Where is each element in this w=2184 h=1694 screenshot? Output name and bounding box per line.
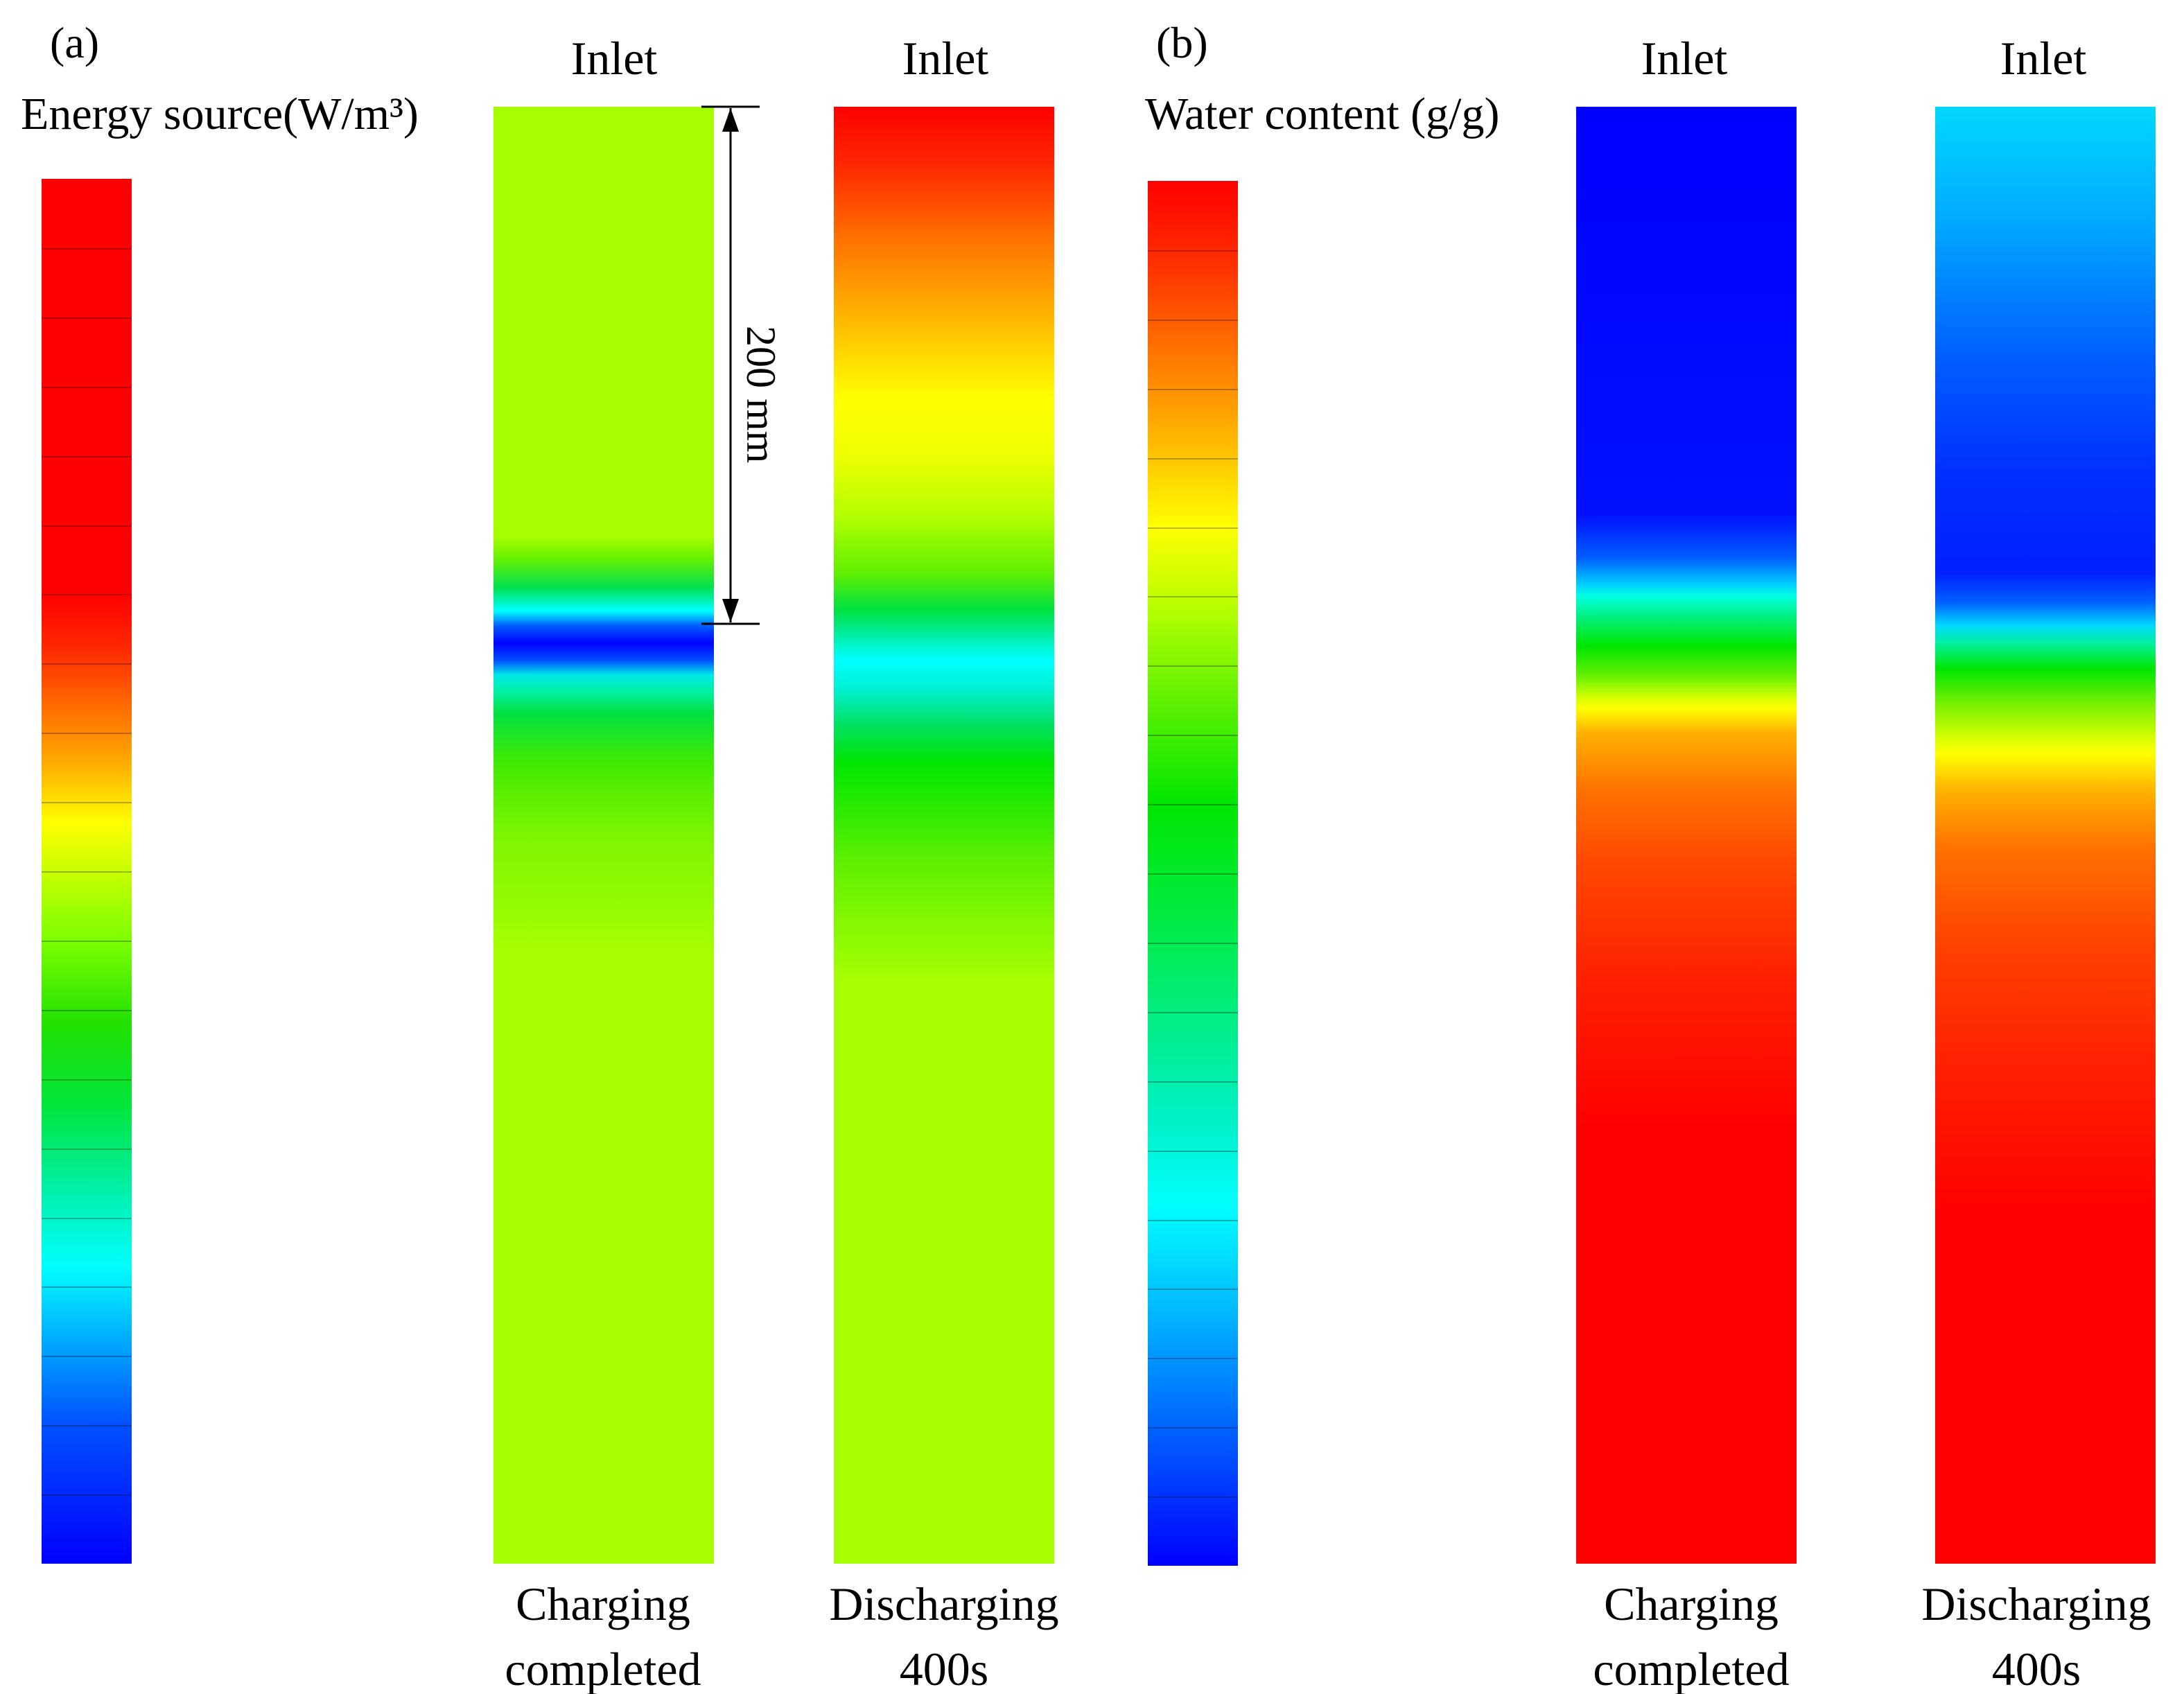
- panel-b-col2-head: Inlet: [2000, 32, 2087, 85]
- panel-a-color-legend: [42, 179, 132, 1564]
- panel-b-col1-head: Inlet: [1641, 32, 1728, 85]
- panel-b-color-legend: [1148, 181, 1238, 1566]
- panel-b-tick-line: [1148, 942, 1238, 944]
- panel-b-tick-line: [1148, 1289, 1238, 1291]
- panel-b-tick-line: [1148, 527, 1238, 529]
- panel-a-tick-line: [42, 525, 132, 527]
- panel-a-tick-line: [42, 1079, 132, 1081]
- panel-b-tick-line: [1148, 1011, 1238, 1013]
- panel-b-charging-completed-contour: [1576, 107, 1797, 1564]
- panel-a-tick-line: [42, 1494, 132, 1496]
- panel-b-col2-foot-line2: 400s: [1991, 1642, 2081, 1694]
- panel-b-tick-line: [1148, 873, 1238, 875]
- panel-a-col2-head: Inlet: [902, 32, 989, 85]
- panel-a-tick-line: [42, 1148, 132, 1150]
- panel-a-col2-foot: Discharging 400s: [829, 1572, 1058, 1694]
- panel-b-tick-line: [1148, 1150, 1238, 1152]
- panel-b-discharging-400s-contour: [1935, 107, 2156, 1564]
- panel-a-col1-foot-line1: Charging: [516, 1578, 690, 1630]
- panel-b-col1-foot: Charging completed: [1593, 1572, 1789, 1694]
- panel-a-tick-line: [42, 802, 132, 804]
- panel-b-tick-line: [1148, 596, 1238, 598]
- panel-a-tick-line: [42, 386, 132, 388]
- panel-a-tick-line: [42, 1356, 132, 1358]
- panel-a-tick-line: [42, 871, 132, 873]
- panel-b-col2-foot: Discharging 400s: [1921, 1572, 2151, 1694]
- panel-a-tick-line: [42, 247, 132, 250]
- panel-a-tick-line: [42, 455, 132, 457]
- panel-a-label: (a): [50, 18, 100, 67]
- panel-b-col2-foot-line1: Discharging: [1921, 1578, 2151, 1630]
- panel-b-label: (b): [1156, 18, 1208, 67]
- panel-b-tick-line: [1148, 1427, 1238, 1429]
- panel-a-tick-line: [42, 733, 132, 735]
- panel-a-tick-line: [42, 1286, 132, 1289]
- panel-b-tick-line: [1148, 1219, 1238, 1221]
- panel-b-tick-line: [1148, 457, 1238, 460]
- panel-a-tick-line: [42, 940, 132, 942]
- panel-a-col1-foot-line2: completed: [505, 1642, 701, 1694]
- panel-b-col1-foot-line2: completed: [1593, 1642, 1790, 1694]
- dimension-label: 200 mm: [738, 326, 784, 464]
- panel-b-tick-line: [1148, 735, 1238, 737]
- panel-a-tick-line: [42, 1425, 132, 1427]
- panel-a-charging-completed-contour: [493, 107, 714, 1564]
- panel-b-tick-line: [1148, 665, 1238, 667]
- panel-b-tick-line: [1148, 1081, 1238, 1083]
- panel-a-col2-foot-line2: 400s: [899, 1642, 989, 1694]
- panel-a-legend-title: Energy source(W/m³): [21, 89, 419, 139]
- panel-b-legend-title: Water content (g/g): [1145, 89, 1500, 139]
- panel-b-tick-line: [1148, 388, 1238, 390]
- panel-a-tick-line: [42, 317, 132, 319]
- panel-b-col1-foot-line1: Charging: [1604, 1578, 1779, 1630]
- panel-a-col1-head: Inlet: [570, 32, 658, 85]
- panel-b-tick-line: [1148, 804, 1238, 806]
- panel-a-tick-line: [42, 663, 132, 665]
- panel-b-tick-line: [1148, 1496, 1238, 1499]
- panel-a-col2-foot-line1: Discharging: [829, 1578, 1059, 1630]
- panel-a-tick-line: [42, 1009, 132, 1011]
- panel-a-tick-line: [42, 1217, 132, 1219]
- panel-a-tick-line: [42, 594, 132, 596]
- panel-b-tick-line: [1148, 250, 1238, 252]
- panel-a-discharging-400s-contour: [834, 107, 1054, 1564]
- panel-a-col1-foot: Charging completed: [505, 1572, 701, 1694]
- dimension-arrow: [701, 105, 760, 625]
- panel-b-tick-line: [1148, 319, 1238, 321]
- panel-b-tick-line: [1148, 1358, 1238, 1360]
